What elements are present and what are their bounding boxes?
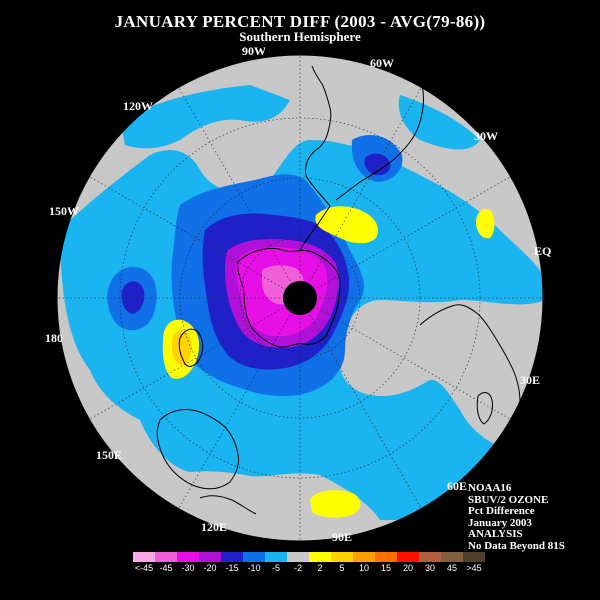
longitude-label-120e: 120E [201, 520, 228, 534]
info-note: No Data Beyond 81S [468, 539, 565, 552]
longitude-label-30e: 30E [520, 373, 541, 387]
info-block: NOAA16 SBUV/2 OZONE Pct Difference Janua… [468, 482, 565, 552]
info-period: January 2003 [468, 516, 532, 529]
region-minus5-b [120, 85, 290, 149]
region-minus15-ne [364, 153, 391, 176]
legend-label: -5 [271, 563, 281, 573]
legend-swatch [309, 552, 331, 562]
longitude-label-180: 180 [45, 331, 63, 345]
region-plus2-d [310, 490, 361, 518]
australia-coast [156, 409, 239, 490]
legend-swatch [243, 552, 265, 562]
longitude-label-150w: 150W [49, 204, 79, 218]
legend-label: -10 [247, 563, 261, 573]
africa-coast [419, 304, 521, 403]
legend-swatch [155, 552, 177, 562]
legend-swatch [199, 552, 221, 562]
pole-no-data [283, 281, 317, 315]
longitude-label-eq: EQ [534, 244, 552, 258]
legend-swatch [353, 552, 375, 562]
legend-label: >45 [466, 563, 482, 573]
longitude-label-30w: 30W [474, 129, 498, 143]
coastlines [156, 65, 521, 515]
info-satellite: NOAA16 [468, 482, 512, 494]
legend-label: 2 [317, 563, 323, 573]
legend-label: 5 [339, 563, 345, 573]
legend-swatch [265, 552, 287, 562]
legend-label: 20 [402, 563, 414, 573]
south-america-coast [305, 65, 332, 207]
legend-swatch [375, 552, 397, 562]
graticule [57, 55, 543, 541]
region-plus2-b [476, 208, 495, 239]
legend-label: -2 [293, 563, 303, 573]
longitude-label-120w: 120W [123, 99, 153, 113]
region-plus2-a [315, 206, 379, 244]
legend-swatch [419, 552, 441, 562]
legend-swatch [331, 552, 353, 562]
longitude-label-60e: 60E [447, 479, 468, 493]
legend-labels: <-45 -45 -30 -20 -15 -10 -5 -2 2 5 10 15 20 30 45 >45 [133, 562, 485, 574]
color-legend: <-45 -45 -30 -20 -15 -10 -5 -2 2 5 10 15 20 30 45 >45 [133, 552, 485, 574]
madagascar-coast [476, 392, 493, 425]
info-product: Pct Difference [468, 505, 535, 517]
legend-label: <-45 [134, 563, 154, 573]
legend-swatch [463, 552, 485, 562]
longitude-label-90e: 90E [332, 530, 353, 544]
legend-swatch [287, 552, 309, 562]
longitude-label-60w: 60W [370, 56, 394, 70]
map-title: JANUARY PERCENT DIFF (2003 - AVG(79-86)) [114, 12, 486, 31]
region-minus15-w [121, 281, 145, 314]
legend-label: -15 [225, 563, 239, 573]
antarctica-coast [237, 248, 341, 348]
new-zealand-coast [178, 328, 204, 367]
legend-label: 10 [358, 563, 370, 573]
legend-label: 30 [424, 563, 436, 573]
longitude-label-150e: 150E [96, 448, 123, 462]
legend-label: 45 [446, 563, 458, 573]
longitude-label-90w: 90W [242, 44, 266, 58]
legend-label: 15 [380, 563, 392, 573]
legend-swatch [221, 552, 243, 562]
legend-label: -20 [203, 563, 217, 573]
legend-label: -30 [181, 563, 195, 573]
info-type: ANALYSIS [468, 528, 523, 540]
legend-swatch [397, 552, 419, 562]
legend-label: -45 [159, 563, 173, 573]
map-outline [56, 54, 544, 542]
legend-swatch [177, 552, 199, 562]
indonesia-coast [199, 495, 257, 515]
map-subtitle: Southern Hemisphere [239, 29, 361, 44]
info-instrument: SBUV/2 OZONE [468, 493, 549, 506]
legend-swatch [441, 552, 463, 562]
legend-swatch [133, 552, 155, 562]
antarctic-peninsula-coast [299, 205, 331, 251]
region-minus5-c [398, 95, 480, 150]
legend-swatches [133, 552, 485, 562]
region-plus5 [172, 330, 192, 366]
south-america-east-coast [335, 83, 424, 201]
